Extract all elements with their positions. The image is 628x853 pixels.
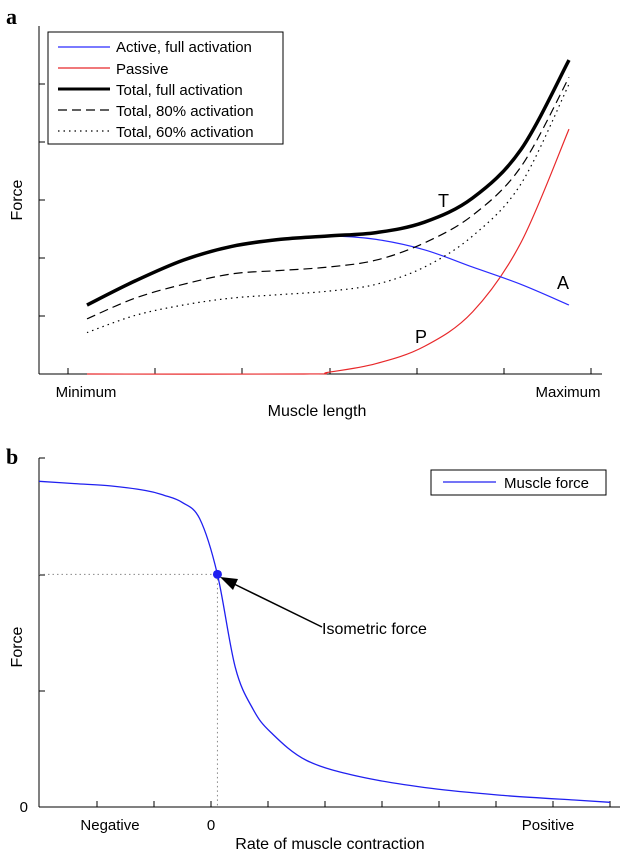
curve-total-80 (86, 77, 570, 320)
curve-label-total: T (438, 191, 449, 211)
legend-label-total-full: Total, full activation (116, 82, 243, 99)
legend-label-muscle-force: Muscle force (504, 475, 589, 492)
panel-a-y-ticks (39, 83, 45, 317)
legend-label-active: Active, full activation (116, 39, 252, 56)
x-tick-label-maximum: Maximum (535, 384, 600, 401)
curve-passive (86, 128, 570, 375)
annotation-label: Isometric force (322, 621, 427, 638)
panel-a: a T A P Minimum Maximum Muscle length Fo… (6, 4, 602, 420)
annotation-arrow-shaft (231, 582, 323, 628)
panel-a-letter: a (6, 4, 17, 29)
x-tick-label-negative: Negative (80, 817, 139, 834)
panel-b-x-ticks (96, 801, 611, 807)
panel-a-legend-swatches (58, 46, 110, 132)
annotation-arrow-head (220, 577, 238, 590)
isometric-guide-lines (39, 573, 218, 807)
panel-b-x-axis-label: Rate of muscle contraction (235, 836, 424, 853)
panel-a-x-ticks (67, 368, 592, 374)
panel-b-axes (38, 457, 620, 808)
panel-b-y-axis-label: Force (9, 626, 26, 667)
x-tick-label-minimum: Minimum (56, 384, 117, 401)
panel-a-y-axis-label: Force (9, 179, 26, 220)
curve-label-passive: P (415, 327, 427, 347)
y-tick-label-zero: 0 (20, 799, 28, 816)
curve-total-full (86, 59, 571, 307)
legend-label-total-80: Total, 80% activation (116, 103, 254, 120)
legend-label-passive: Passive (116, 61, 169, 78)
curve-muscle-force (38, 480, 611, 803)
x-tick-label-positive: Positive (522, 817, 575, 834)
isometric-point-group (212, 569, 222, 579)
panel-b-curves (38, 480, 611, 803)
legend-label-total-60: Total, 60% activation (116, 124, 254, 141)
panel-a-x-axis-label: Muscle length (268, 403, 367, 420)
panel-b-y-ticks (39, 457, 45, 692)
panel-a-curves (86, 59, 571, 375)
x-tick-label-zero: 0 (207, 817, 215, 834)
isometric-annotation: Isometric force (220, 577, 427, 638)
panel-b-letter: b (6, 444, 18, 469)
isometric-point (212, 569, 222, 579)
curve-label-active: A (557, 273, 569, 293)
panel-b-legend: Muscle force (430, 469, 607, 496)
panel-a-legend: Active, full activation Passive Total, f… (47, 31, 284, 145)
panel-b: b Isometric force Muscle force 0 Negativ… (6, 444, 620, 853)
